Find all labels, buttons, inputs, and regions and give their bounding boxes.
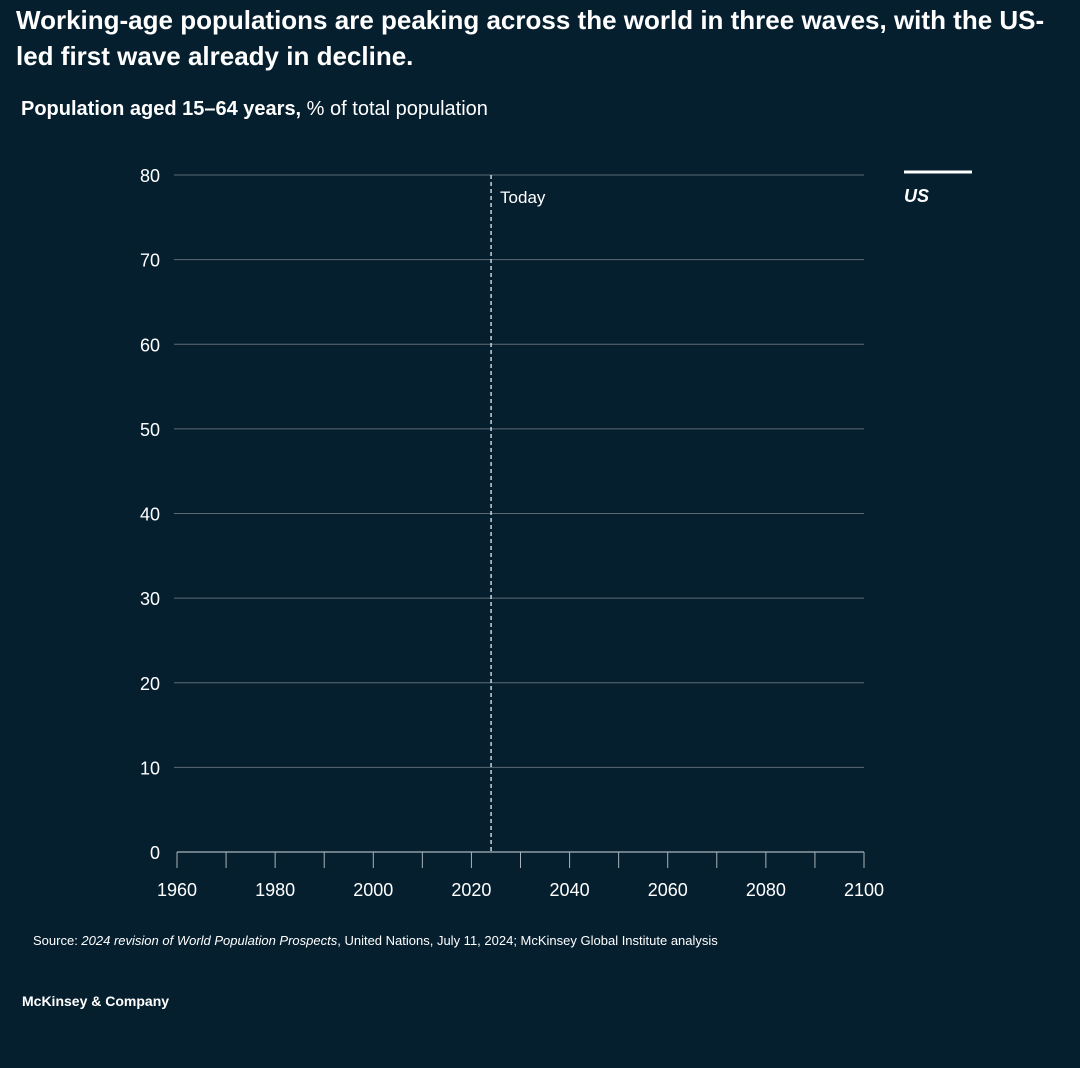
y-tick-label: 30: [140, 589, 160, 609]
y-tick-label: 50: [140, 420, 160, 440]
y-tick-label: 0: [150, 843, 160, 863]
x-tick-label: 2100: [844, 880, 884, 900]
source-title: 2024 revision of World Population Prospe…: [81, 933, 338, 948]
source-prefix: Source:: [33, 933, 82, 948]
chart-subtitle: Population aged 15–64 years, % of total …: [21, 98, 488, 121]
x-tick-label: 2000: [353, 880, 393, 900]
line-chart: 0 10 20 30 40 50 60 70 80 1960 1980 2000 2020 2040 206…: [140, 166, 972, 900]
y-tick-label: 20: [140, 674, 160, 694]
today-label: Today: [500, 188, 546, 207]
y-tick-label: 40: [140, 505, 160, 525]
source-note: Source: 2024 revision of World Populatio…: [33, 933, 718, 948]
chart-title: Working-age populations are peaking acro…: [16, 5, 1045, 71]
subtitle-bold: Population aged 15–64 years,: [21, 98, 302, 120]
y-tick-label: 60: [140, 335, 160, 355]
brand-logo: McKinsey & Company: [22, 993, 170, 1009]
x-tick-label: 2040: [550, 880, 590, 900]
x-tick-label: 2020: [451, 880, 491, 900]
subtitle-unit: % of total population: [301, 98, 488, 120]
x-tick-label: 1980: [255, 880, 295, 900]
source-rest: , United Nations, July 11, 2024; McKinse…: [337, 933, 718, 948]
x-tick-label: 1960: [157, 880, 197, 900]
x-tick-label: 2060: [648, 880, 688, 900]
y-tick-label: 80: [140, 166, 160, 186]
y-tick-label: 70: [140, 251, 160, 271]
y-tick-label: 10: [140, 758, 160, 778]
legend-label: US: [904, 186, 929, 206]
x-tick-label: 2080: [746, 880, 786, 900]
